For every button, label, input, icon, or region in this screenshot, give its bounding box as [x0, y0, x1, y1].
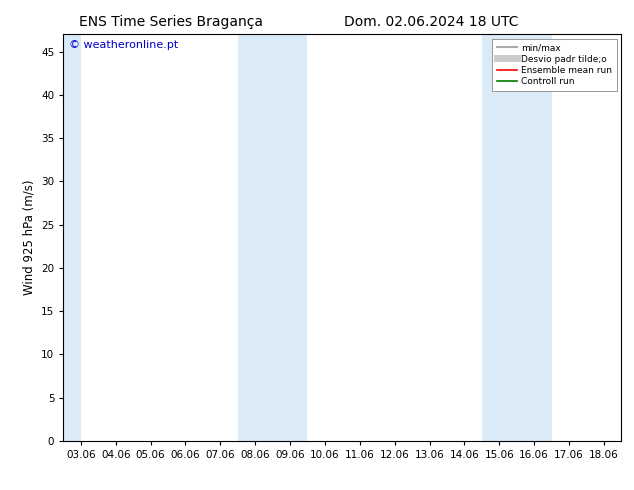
Bar [482, 34, 552, 441]
Y-axis label: Wind 925 hPa (m/s): Wind 925 hPa (m/s) [23, 180, 36, 295]
Bar [238, 34, 307, 441]
Legend: min/max, Desvio padr tilde;o, Ensemble mean run, Controll run: min/max, Desvio padr tilde;o, Ensemble m… [493, 39, 617, 91]
Text: Dom. 02.06.2024 18 UTC: Dom. 02.06.2024 18 UTC [344, 15, 519, 29]
Text: ENS Time Series Bragança: ENS Time Series Bragança [79, 15, 263, 29]
Text: © weatheronline.pt: © weatheronline.pt [69, 40, 178, 50]
Bar [63, 34, 81, 441]
